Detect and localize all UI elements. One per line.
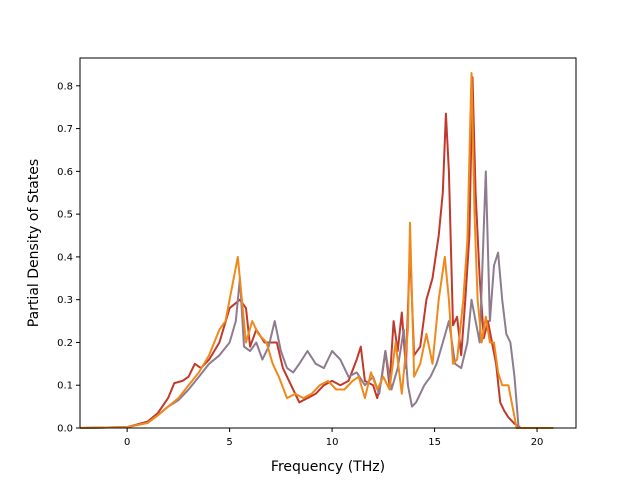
y-tick-label: 0.4 <box>57 252 73 263</box>
x-tick-label: 5 <box>226 437 232 448</box>
x-tick-label: 0 <box>124 437 130 448</box>
y-tick-label: 0.5 <box>57 210 73 221</box>
y-tick-label: 0.2 <box>57 338 73 349</box>
x-tick-label: 15 <box>428 437 441 448</box>
y-axis: 0.0 0.1 0.2 0.3 0.4 0.5 0.6 0.7 0.8 <box>57 81 80 435</box>
y-tick-label: 0.7 <box>57 124 73 135</box>
y-tick-label: 0.0 <box>57 424 73 435</box>
plot-frame <box>79 57 577 429</box>
x-axis-label: Frequency (THz) <box>271 459 385 475</box>
series-line-3 <box>79 72 554 429</box>
y-axis-label: Partial Density of States <box>26 159 42 327</box>
y-tick-label: 0.6 <box>57 167 73 178</box>
y-tick-label: 0.3 <box>57 295 73 306</box>
x-tick-label: 10 <box>326 437 339 448</box>
x-axis: 0 5 10 15 20 <box>124 428 543 448</box>
series-layer <box>79 72 554 429</box>
y-tick-label: 0.8 <box>57 81 73 92</box>
x-tick-label: 20 <box>531 437 544 448</box>
y-tick-label: 0.1 <box>57 381 73 392</box>
